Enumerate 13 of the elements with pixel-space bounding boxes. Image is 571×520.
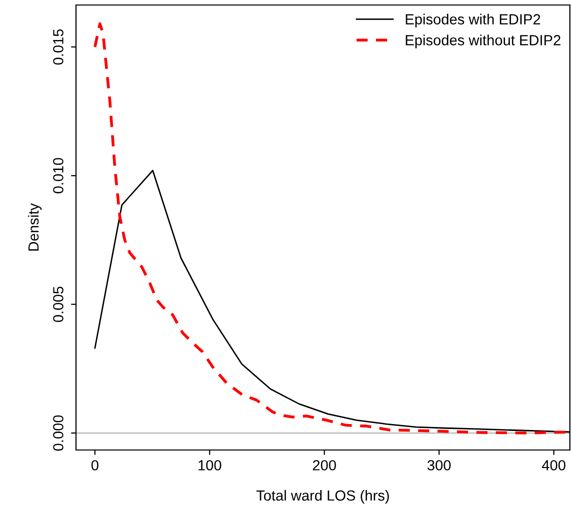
y-axis-title: Density: [28, 203, 42, 251]
y-tick-label: 0.005: [53, 286, 64, 322]
y-tick-label: 0.000: [53, 415, 64, 451]
x-tick-label: 100: [198, 460, 222, 470]
legend-label: Episodes with EDIP2: [406, 14, 540, 28]
y-tick-label: 0.010: [53, 158, 64, 194]
x-axis-title: Total ward LOS (hrs): [256, 490, 389, 504]
x-tick-label: 300: [427, 460, 451, 470]
x-tick-label: 200: [312, 460, 336, 470]
y-tick-label: 0.015: [53, 29, 64, 65]
x-tick-label: 0: [91, 460, 98, 470]
x-tick-label: 400: [542, 460, 566, 470]
legend-label: Episodes without EDIP2: [406, 34, 560, 48]
